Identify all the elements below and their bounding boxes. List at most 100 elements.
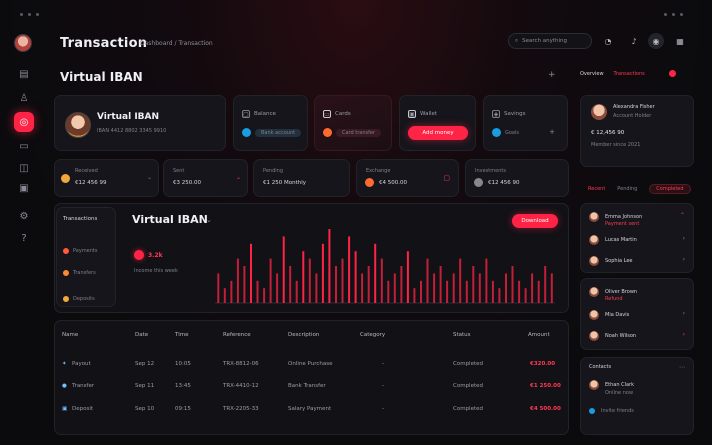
chart-sidebar-item[interactable]: Payments [63, 248, 98, 254]
chart-bar[interactable] [400, 266, 403, 303]
chart-bar[interactable] [361, 273, 364, 303]
chart-bar[interactable] [406, 251, 409, 303]
list-item[interactable]: Lucas Martin [589, 235, 637, 245]
chart-bar[interactable] [217, 273, 220, 303]
chart-bar[interactable] [243, 266, 246, 303]
notification-icon[interactable]: ◔ [604, 36, 612, 46]
chart-bar[interactable] [459, 258, 462, 303]
list-item[interactable]: Mia Davis [589, 310, 629, 320]
search-input[interactable]: ⌕ Search anything [508, 33, 592, 49]
user-icon[interactable]: ♙ [19, 92, 29, 104]
expand-icon[interactable]: ▢ [443, 174, 450, 182]
chart-bar[interactable] [348, 236, 351, 303]
chart-bar[interactable] [321, 243, 324, 303]
chart-bar[interactable] [328, 229, 331, 303]
chart-bar[interactable] [236, 258, 239, 303]
chevron-icon[interactable]: › [682, 256, 685, 263]
chart-bar[interactable] [289, 266, 292, 303]
wallet-icon[interactable]: ▭ [19, 140, 29, 152]
bell-icon[interactable]: ♪ [631, 36, 637, 46]
chart-bar[interactable] [302, 251, 305, 303]
tab-pending[interactable]: Pending [617, 186, 638, 192]
chart-bar[interactable] [478, 273, 481, 303]
chart-bar[interactable] [426, 258, 429, 303]
chevron-down-icon[interactable]: ⌄ [146, 174, 152, 181]
stat-card[interactable]: Exchange €4 500.00 ▢ [356, 159, 459, 197]
tab-overview[interactable]: Overview [580, 70, 604, 77]
chart-bar[interactable] [439, 266, 442, 303]
user-avatar[interactable] [14, 34, 32, 52]
chart-bar[interactable] [505, 273, 507, 303]
chart-bar[interactable] [250, 243, 252, 303]
iban-profile-card[interactable]: Virtual IBAN IBAN 4412 8802 3345 9910 [54, 95, 226, 151]
savings-card[interactable]: ◈ Savings Goals + [483, 95, 568, 151]
chart-bar[interactable] [308, 258, 311, 303]
chart-bar[interactable] [465, 280, 468, 303]
chart-bar[interactable] [269, 258, 272, 303]
chart-bar[interactable] [295, 280, 298, 303]
wallet-card[interactable]: ▣ Wallet Add money [399, 95, 476, 151]
chart-bar[interactable] [374, 243, 377, 303]
chart-bar[interactable] [354, 251, 357, 303]
stat-card[interactable]: Sent €3 250.00 ⌄ [163, 159, 248, 197]
chart-bar[interactable] [230, 280, 233, 303]
chart-bar[interactable] [511, 266, 514, 303]
list-item[interactable]: Invite friends [589, 408, 634, 414]
chart-bar[interactable] [420, 280, 422, 303]
chevron-icon[interactable]: › [682, 310, 685, 317]
settings-icon[interactable]: ⚙ [19, 210, 29, 222]
chart-bar[interactable] [256, 280, 259, 303]
list-item[interactable]: Sophia Lee [589, 256, 632, 266]
chart-bar[interactable] [550, 273, 553, 303]
chart-bar[interactable] [433, 273, 436, 303]
chart-bar[interactable] [531, 273, 534, 303]
list-item[interactable]: Emma Johnson [589, 212, 642, 222]
chart-bar[interactable] [472, 266, 475, 303]
chart-bar[interactable] [282, 236, 285, 303]
chart-bar[interactable] [518, 280, 521, 303]
stat-card[interactable]: Received €12 456 99 ⌄ [54, 159, 159, 197]
grid-icon[interactable]: ▦ [676, 36, 684, 46]
chart-bar[interactable] [544, 266, 547, 303]
expand-icon[interactable]: ⌃ [679, 212, 685, 219]
chart-sidebar-item[interactable]: Deposits [63, 296, 95, 302]
chart-bar[interactable] [335, 266, 337, 303]
chart-bar[interactable] [413, 288, 416, 303]
tab-completed[interactable]: Completed [649, 184, 691, 194]
chart-icon[interactable]: ◫ [19, 162, 29, 174]
chart-bar[interactable] [367, 266, 370, 303]
document-icon[interactable]: ▤ [19, 68, 29, 80]
chart-bar[interactable] [276, 273, 279, 303]
chart-bar[interactable] [452, 273, 455, 303]
list-item[interactable]: Oliver Brown [589, 287, 637, 297]
chevron-down-icon[interactable]: ⌄ [235, 174, 241, 181]
chevron-icon[interactable]: › [682, 235, 685, 242]
tab-transactions[interactable]: Transactions [613, 70, 645, 77]
chart-bar[interactable] [380, 258, 383, 303]
plus-icon[interactable]: + [549, 128, 555, 136]
chart-bar[interactable] [393, 273, 396, 303]
more-icon[interactable]: ⋯ [679, 364, 685, 371]
chart-bar[interactable] [263, 288, 266, 303]
chart-sidebar-item[interactable]: Transfers [63, 270, 96, 276]
help-icon[interactable]: ? [21, 232, 27, 244]
chart-bar[interactable] [446, 280, 449, 303]
chart-bar[interactable] [491, 280, 494, 303]
chart-bar[interactable] [537, 280, 540, 303]
chart-bar[interactable] [223, 288, 226, 303]
add-money-button[interactable]: Add money [408, 126, 468, 140]
chart-bar[interactable] [315, 273, 318, 303]
breadcrumb[interactable]: Dashboard / Transaction [140, 40, 213, 47]
stat-card[interactable]: Investments €12 456 90 [465, 159, 569, 197]
profile-button[interactable]: ◉ [648, 33, 664, 49]
folder-icon[interactable]: ▣ [19, 182, 29, 194]
list-item[interactable]: Noah Wilson [589, 331, 636, 341]
cards-card[interactable]: ▭ Cards Card transfer [314, 95, 392, 151]
list-item[interactable]: Ethan Clark [589, 380, 634, 390]
account-holder-card[interactable]: Alexandra Fisher Account Holder € 12,456… [580, 95, 694, 167]
add-icon[interactable]: + [548, 70, 556, 80]
tab-recent[interactable]: Recent [588, 186, 606, 192]
transaction-icon[interactable]: ◎ [14, 112, 34, 132]
stat-card[interactable]: Pending €1 250 Monthly [253, 159, 350, 197]
chart-bar[interactable] [387, 280, 390, 303]
